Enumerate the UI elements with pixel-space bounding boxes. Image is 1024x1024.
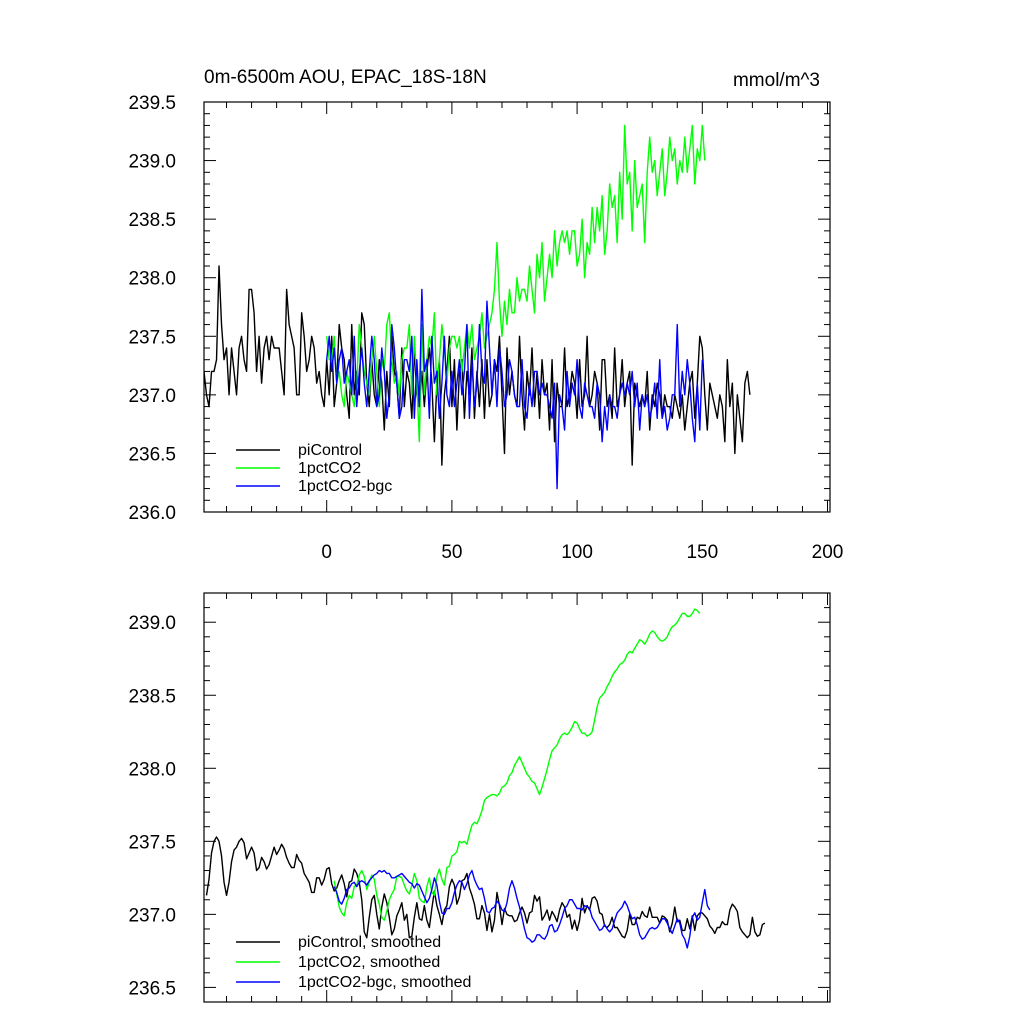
y-tick-label: 238.5 bbox=[128, 210, 176, 231]
bottom-panel-smoothed: 236.5 237.0 237.5 238.0 238.5 239.0 piControl,… bbox=[128, 592, 831, 1003]
chart-title-left: 0m-6500m AOU, EPAC_18S-18N bbox=[204, 67, 487, 88]
axis-ticks bbox=[204, 101, 830, 513]
y-tick-label: 238.5 bbox=[128, 686, 176, 707]
axis-ticks bbox=[204, 592, 830, 1003]
legend: piControl, smoothed 1pctCO2, smoothed 1pct… bbox=[236, 934, 471, 991]
y-tick-label: 236.0 bbox=[128, 503, 176, 524]
legend-label: 1pctCO2-bgc bbox=[298, 478, 392, 495]
legend-label: piControl, smoothed bbox=[298, 934, 441, 951]
series-line-1pctco2-smoothed bbox=[333, 608, 701, 921]
x-tick-label: 0 bbox=[321, 542, 332, 563]
series-line-1pctco2-bgc-smoothed bbox=[333, 869, 711, 949]
y-tick-label: 237.0 bbox=[128, 905, 176, 926]
y-tick-label: 239.0 bbox=[128, 613, 176, 634]
plot-frame bbox=[203, 101, 831, 513]
y-tick-label: 236.5 bbox=[128, 978, 176, 999]
series-line-1pctco2-bgc bbox=[326, 288, 703, 490]
y-tick-label: 238.0 bbox=[128, 269, 176, 290]
legend-label: 1pctCO2-bgc, smoothed bbox=[298, 974, 471, 991]
top-panel-raw: 236.0 236.5 237.0 237.5 238.0 238.5 239.0 239.5… bbox=[128, 93, 843, 563]
y-tick-label: 239.0 bbox=[128, 152, 176, 173]
y-tick-label: 237.0 bbox=[128, 386, 176, 407]
chart-units-label: mmol/m^3 bbox=[733, 70, 820, 91]
y-tick-label: 237.5 bbox=[128, 327, 176, 348]
legend-label: 1pctCO2 bbox=[298, 460, 361, 477]
y-tick-label: 236.5 bbox=[128, 444, 176, 465]
legend-label: 1pctCO2, smoothed bbox=[298, 954, 440, 971]
x-tick-label: 50 bbox=[441, 542, 462, 563]
y-tick-label: 237.5 bbox=[128, 832, 176, 853]
x-tick-label: 150 bbox=[686, 542, 718, 563]
x-tick-label: 200 bbox=[812, 542, 844, 563]
y-tick-label: 238.0 bbox=[128, 759, 176, 780]
series-line-picontrol-smoothed bbox=[205, 836, 766, 939]
x-tick-label: 100 bbox=[561, 542, 593, 563]
series-line-1pctco2 bbox=[326, 124, 706, 443]
legend-label: piControl bbox=[298, 442, 362, 459]
y-tick-label: 239.5 bbox=[128, 93, 176, 114]
